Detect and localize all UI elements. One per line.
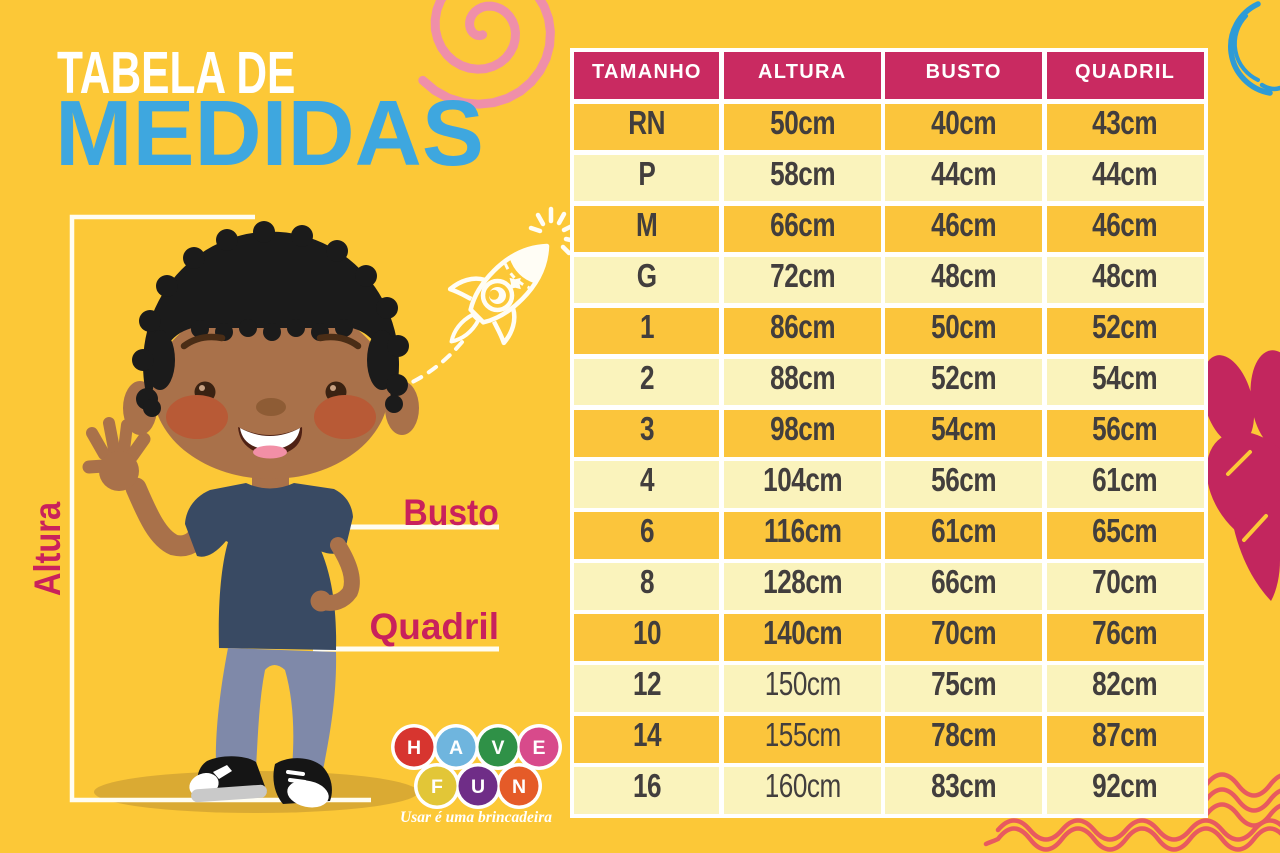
svg-text:U: U	[471, 776, 485, 798]
svg-text:F: F	[431, 776, 443, 798]
svg-text:E: E	[532, 737, 545, 759]
svg-text:A: A	[449, 737, 463, 759]
svg-text:H: H	[407, 737, 421, 759]
svg-text:Usar é uma brincadeira: Usar é uma brincadeira	[400, 809, 552, 826]
svg-text:N: N	[512, 776, 526, 798]
svg-text:V: V	[491, 737, 504, 759]
